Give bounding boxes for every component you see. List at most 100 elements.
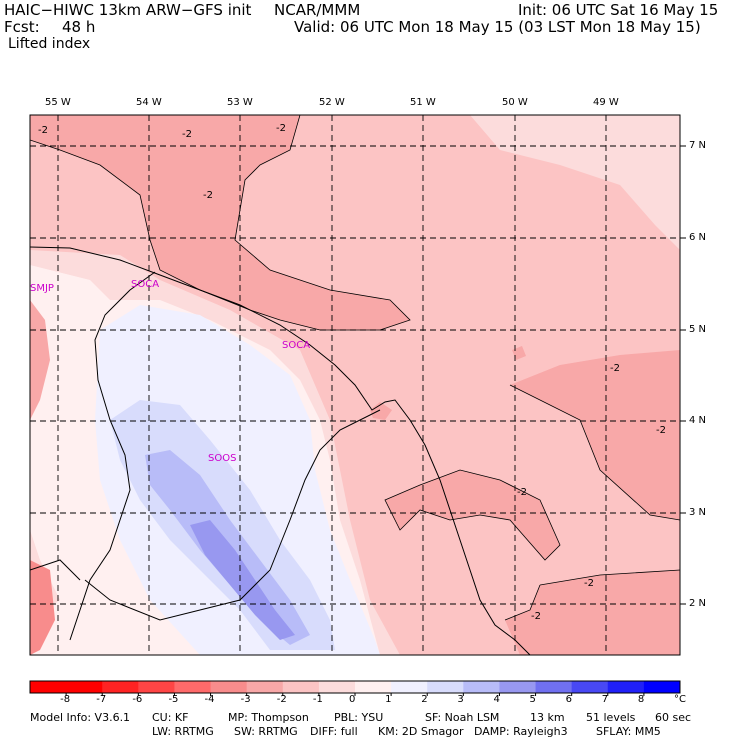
colorbar-tick-label: 2 xyxy=(421,694,428,705)
colorbar-tick-label: 1 xyxy=(385,694,392,705)
field-fill-positive-4 xyxy=(190,520,295,640)
colorbar-tick-label: -7 xyxy=(96,694,107,705)
lat-label-4n: 4 N xyxy=(689,415,707,426)
lat-ticks xyxy=(680,145,686,605)
border-south xyxy=(30,559,81,581)
colorbar-tick-label: -1 xyxy=(312,694,323,705)
colorbar-swatch xyxy=(282,681,320,693)
lon-label-55w: 55 W xyxy=(45,97,71,108)
colorbar-swatch xyxy=(427,681,464,693)
colorbar-swatch xyxy=(138,681,175,693)
shortwave-scheme: SW: RRTMG xyxy=(234,725,298,738)
colorbar-swatch xyxy=(607,681,645,693)
lat-label-5n: 5 N xyxy=(689,324,707,335)
damping-option: DAMP: Rayleigh3 xyxy=(474,725,568,738)
station-label: SOCA xyxy=(282,340,311,351)
lat-label-3n: 3 N xyxy=(689,507,707,518)
coastline-borders xyxy=(30,246,531,655)
field-fill-negative-southeast xyxy=(385,470,560,560)
contour-label: -2 xyxy=(531,611,541,622)
colorbar-tick-label: 6 xyxy=(565,694,573,705)
contour-label: -2 xyxy=(276,123,286,134)
colorbar-swatch xyxy=(246,681,284,693)
forecast-hour: 48 h xyxy=(62,18,96,36)
model-title: HAIC−HIWC 13km ARW−GFS init xyxy=(4,1,252,19)
contour-minus2-south-2 xyxy=(504,584,541,621)
colorbar xyxy=(30,681,681,696)
colorbar-tick-label: 5 xyxy=(529,694,536,705)
init-time: Init: 06 UTC Sat 16 May 15 xyxy=(518,1,719,19)
forecast-label: Fcst: xyxy=(4,18,40,36)
colorbar-swatch xyxy=(210,681,248,693)
valid-time: Valid: 06 UTC Mon 18 May 15 (03 LST Mon … xyxy=(294,18,701,36)
colorbar-swatch xyxy=(102,681,139,693)
lat-label-6n: 6 N xyxy=(689,232,707,243)
border-suriname-guyana xyxy=(69,271,156,641)
station-label: SMJP xyxy=(30,283,54,294)
contour-label: -2 xyxy=(584,578,594,589)
contour-minus2-south xyxy=(539,569,680,586)
lon-label-53w: 53 W xyxy=(227,97,253,108)
graticule xyxy=(30,115,680,655)
model-info: Model Info: V3.6.1 xyxy=(30,711,131,724)
colorbar-tick-label: -4 xyxy=(204,694,215,705)
diffusion-option: DIFF: full xyxy=(310,725,358,738)
longwave-scheme: LW: RRTMG xyxy=(152,725,214,738)
colorbar-tick-label: -8 xyxy=(60,694,71,705)
lon-label-50w: 50 W xyxy=(502,97,528,108)
lon-label-51w: 51 W xyxy=(410,97,436,108)
lon-label-54w: 54 W xyxy=(136,97,162,108)
colorbar-swatch xyxy=(66,681,103,693)
colorbar-tick-label: 0 xyxy=(349,694,356,705)
contour-label: -2 xyxy=(610,363,620,374)
colorbar-swatch xyxy=(391,681,428,693)
map-frame xyxy=(29,114,681,656)
colorbar-tick-label: 8 xyxy=(637,694,645,705)
lifted-index-field xyxy=(30,115,680,655)
field-fill-negative-east xyxy=(510,350,680,520)
microphysics-scheme: MP: Thompson xyxy=(228,711,309,724)
colorbar-frame xyxy=(29,680,681,694)
colorbar-swatch xyxy=(355,681,392,693)
colorbar-swatch xyxy=(463,681,500,693)
surface-scheme: SF: Noah LSM xyxy=(425,711,500,724)
lat-label-2n: 2 N xyxy=(689,598,707,609)
contour-label: -2 xyxy=(517,487,527,498)
surface-layer-option: SFLAY: MM5 xyxy=(596,725,661,738)
colorbar-tick-label: 3 xyxy=(457,694,464,705)
colorbar-tick-label: -2 xyxy=(276,694,287,705)
station-label: SOCA xyxy=(131,279,160,290)
colorbar-swatch xyxy=(174,681,212,693)
time-step: 60 sec xyxy=(655,711,692,724)
field-fill-negative-west xyxy=(30,560,55,655)
contour-minus2-southeast xyxy=(384,469,561,561)
lat-label-7n: 7 N xyxy=(689,140,707,151)
field-fill-negative-north xyxy=(30,115,410,330)
contour-label: -2 xyxy=(182,129,192,140)
colorbar-swatch xyxy=(318,681,356,693)
colorbar-unit: °C xyxy=(674,694,686,705)
colorbar-tick-label: -6 xyxy=(132,694,143,705)
vertical-levels: 51 levels xyxy=(586,711,636,724)
grid-spacing: 13 km xyxy=(530,711,565,724)
institution-label: NCAR/MMM xyxy=(274,1,361,19)
contour-label: -2 xyxy=(38,125,48,136)
colorbar-swatch xyxy=(643,681,681,693)
field-fill-negative-south xyxy=(505,570,680,655)
colorbar-swatch xyxy=(535,681,573,693)
contour-label: -2 xyxy=(656,425,666,436)
lon-label-52w: 52 W xyxy=(319,97,345,108)
field-fill-light-ne xyxy=(470,115,680,250)
colorbar-swatch xyxy=(571,681,609,693)
colorbar-tick-label: -3 xyxy=(240,694,251,705)
field-fill-negative-spot-2 xyxy=(512,346,526,360)
coastline xyxy=(30,246,531,655)
border-suriname-french-guiana xyxy=(84,409,381,621)
colorbar-tick-label: 4 xyxy=(493,694,500,705)
contour-minus2-east xyxy=(509,384,680,521)
field-name: Lifted index xyxy=(8,36,91,52)
station-label: SOOS xyxy=(208,453,237,464)
colorbar-tick-label: -5 xyxy=(168,694,179,705)
contour-label: -2 xyxy=(203,190,213,201)
